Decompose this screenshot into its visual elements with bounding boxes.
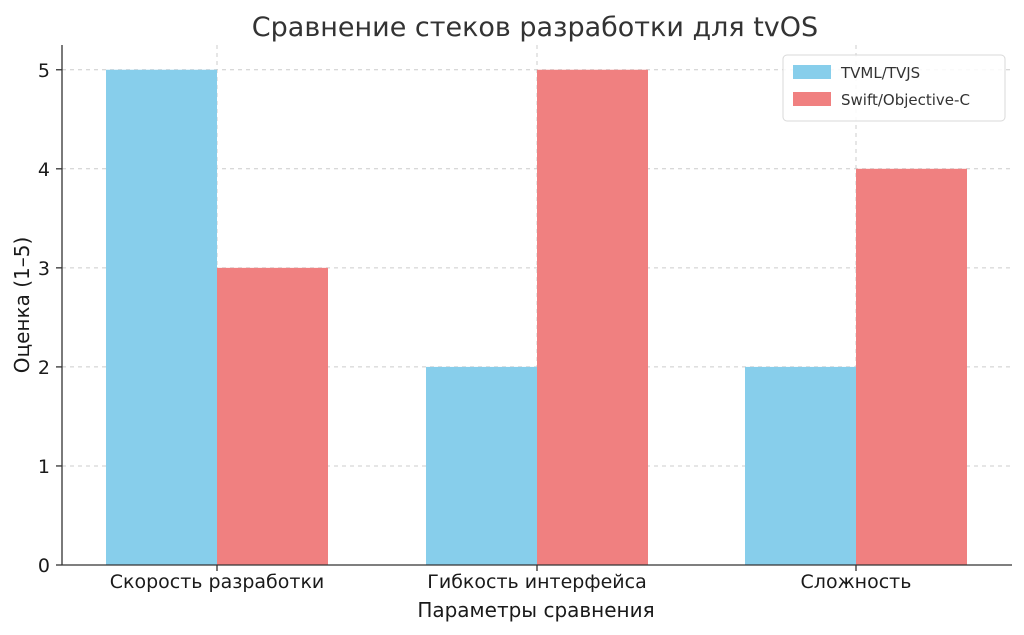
x-ticks: Скорость разработки Гибкость интерфейса Сл… <box>110 565 912 593</box>
bar-series2 <box>217 267 328 565</box>
x-tick-label: Гибкость интерфейса <box>427 571 646 593</box>
bar-series2 <box>856 168 967 566</box>
x-axis-label: Параметры сравнения <box>417 598 654 622</box>
y-tick-label: 2 <box>38 357 50 379</box>
legend-label: TVML/TVJS <box>840 64 920 82</box>
y-axis-label: Оценка (1–5) <box>10 237 34 373</box>
bars <box>106 69 967 566</box>
y-tick-label: 1 <box>38 456 50 478</box>
bar-series2 <box>537 69 648 565</box>
x-tick-label: Скорость разработки <box>110 571 325 593</box>
legend-label: Swift/Objective-C <box>841 91 970 109</box>
x-tick-label: Сложность <box>801 571 912 593</box>
bar-series1 <box>106 69 217 565</box>
legend-box <box>782 54 1006 122</box>
legend-swatch <box>793 92 831 106</box>
bar-series1 <box>745 366 856 565</box>
y-tick-label: 0 <box>38 555 50 577</box>
y-tick-label: 3 <box>38 258 50 280</box>
y-tick-label: 5 <box>38 60 50 82</box>
chart-title: Сравнение стеков разработки для tvOS <box>252 12 818 43</box>
y-ticks: 0 1 2 3 4 5 <box>38 60 62 577</box>
legend-swatch <box>793 65 831 79</box>
legend: TVML/TVJS Swift/Objective-C <box>782 54 1006 122</box>
bar-series1 <box>426 366 537 565</box>
y-tick-label: 4 <box>38 159 50 181</box>
